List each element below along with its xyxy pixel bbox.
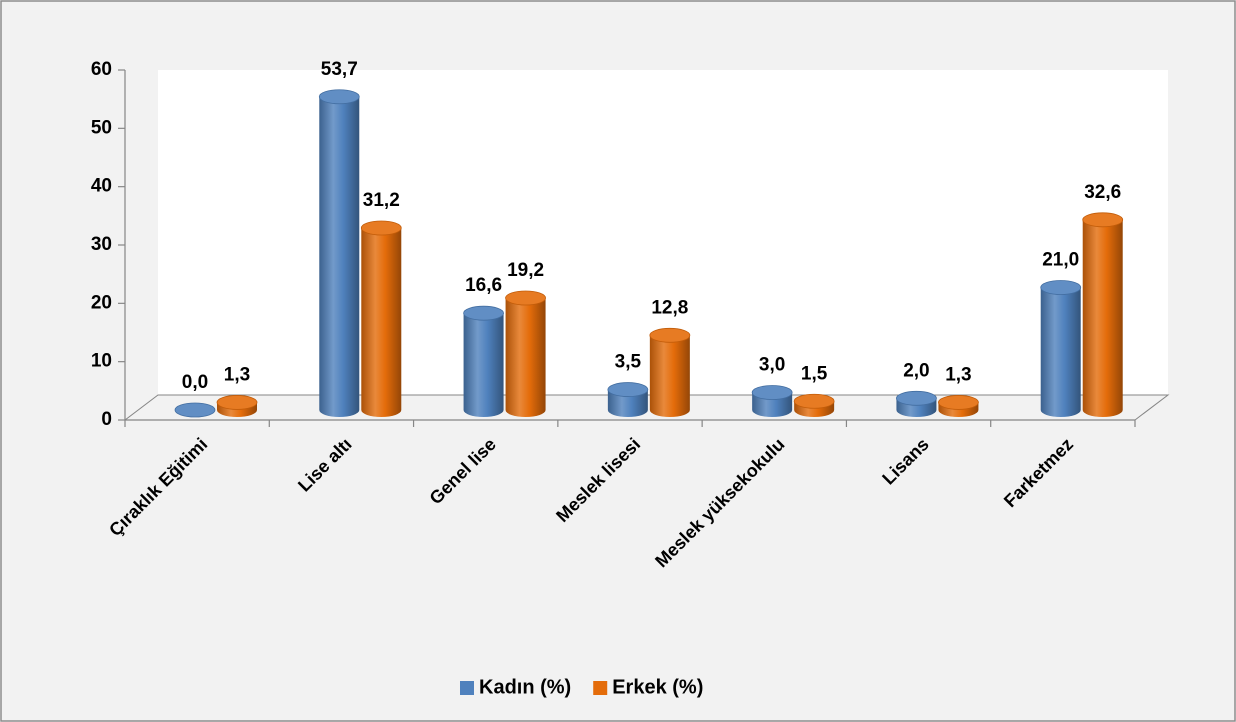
bar-top: [751, 385, 793, 400]
bar-top: [649, 327, 691, 343]
legend-label: Erkek (%): [612, 676, 703, 698]
bar-top: [1082, 212, 1124, 228]
bar-top: [360, 220, 402, 236]
y-tick-label: 20: [91, 292, 112, 313]
y-tick-label: 30: [91, 234, 112, 255]
bar: [607, 389, 648, 417]
bar: [319, 96, 360, 417]
legend-swatch: [593, 681, 608, 695]
data-label: 1,3: [945, 364, 971, 385]
data-label: 21,0: [1042, 250, 1079, 271]
bar-top: [216, 395, 258, 410]
y-tick-label: 0: [101, 409, 112, 430]
bar-top: [1040, 280, 1082, 295]
bar-top: [793, 393, 835, 409]
legend-label: Kadın (%): [479, 676, 571, 698]
y-tick-label: 60: [91, 59, 112, 80]
bar-top: [318, 89, 360, 105]
data-label: 16,6: [465, 275, 502, 296]
bar-top: [505, 290, 546, 306]
bar: [649, 335, 690, 417]
data-label: 3,0: [759, 355, 785, 376]
bar: [361, 228, 402, 417]
y-tick-label: 40: [91, 176, 112, 197]
bar: [463, 313, 504, 417]
bar: [1040, 287, 1081, 417]
bar-top: [896, 390, 937, 406]
bar: [1082, 219, 1123, 417]
bar-top: [607, 382, 649, 397]
bar-top: [463, 305, 504, 321]
y-tick-label: 10: [91, 351, 112, 372]
data-label: 1,5: [801, 363, 828, 384]
data-label: 12,8: [651, 297, 688, 318]
data-label: 32,6: [1084, 182, 1121, 203]
bar-top: [174, 402, 216, 418]
legend-swatch: [460, 681, 474, 695]
data-label: 1,3: [224, 364, 250, 385]
data-label: 0,0: [182, 372, 208, 393]
y-tick-label: 50: [91, 117, 112, 138]
data-label: 31,2: [363, 190, 400, 211]
bar-top: [938, 395, 979, 410]
data-label: 19,2: [507, 260, 544, 281]
bar: [505, 298, 546, 417]
data-label: 53,7: [321, 59, 358, 80]
data-label: 2,0: [903, 360, 929, 381]
data-label: 3,5: [615, 352, 642, 373]
